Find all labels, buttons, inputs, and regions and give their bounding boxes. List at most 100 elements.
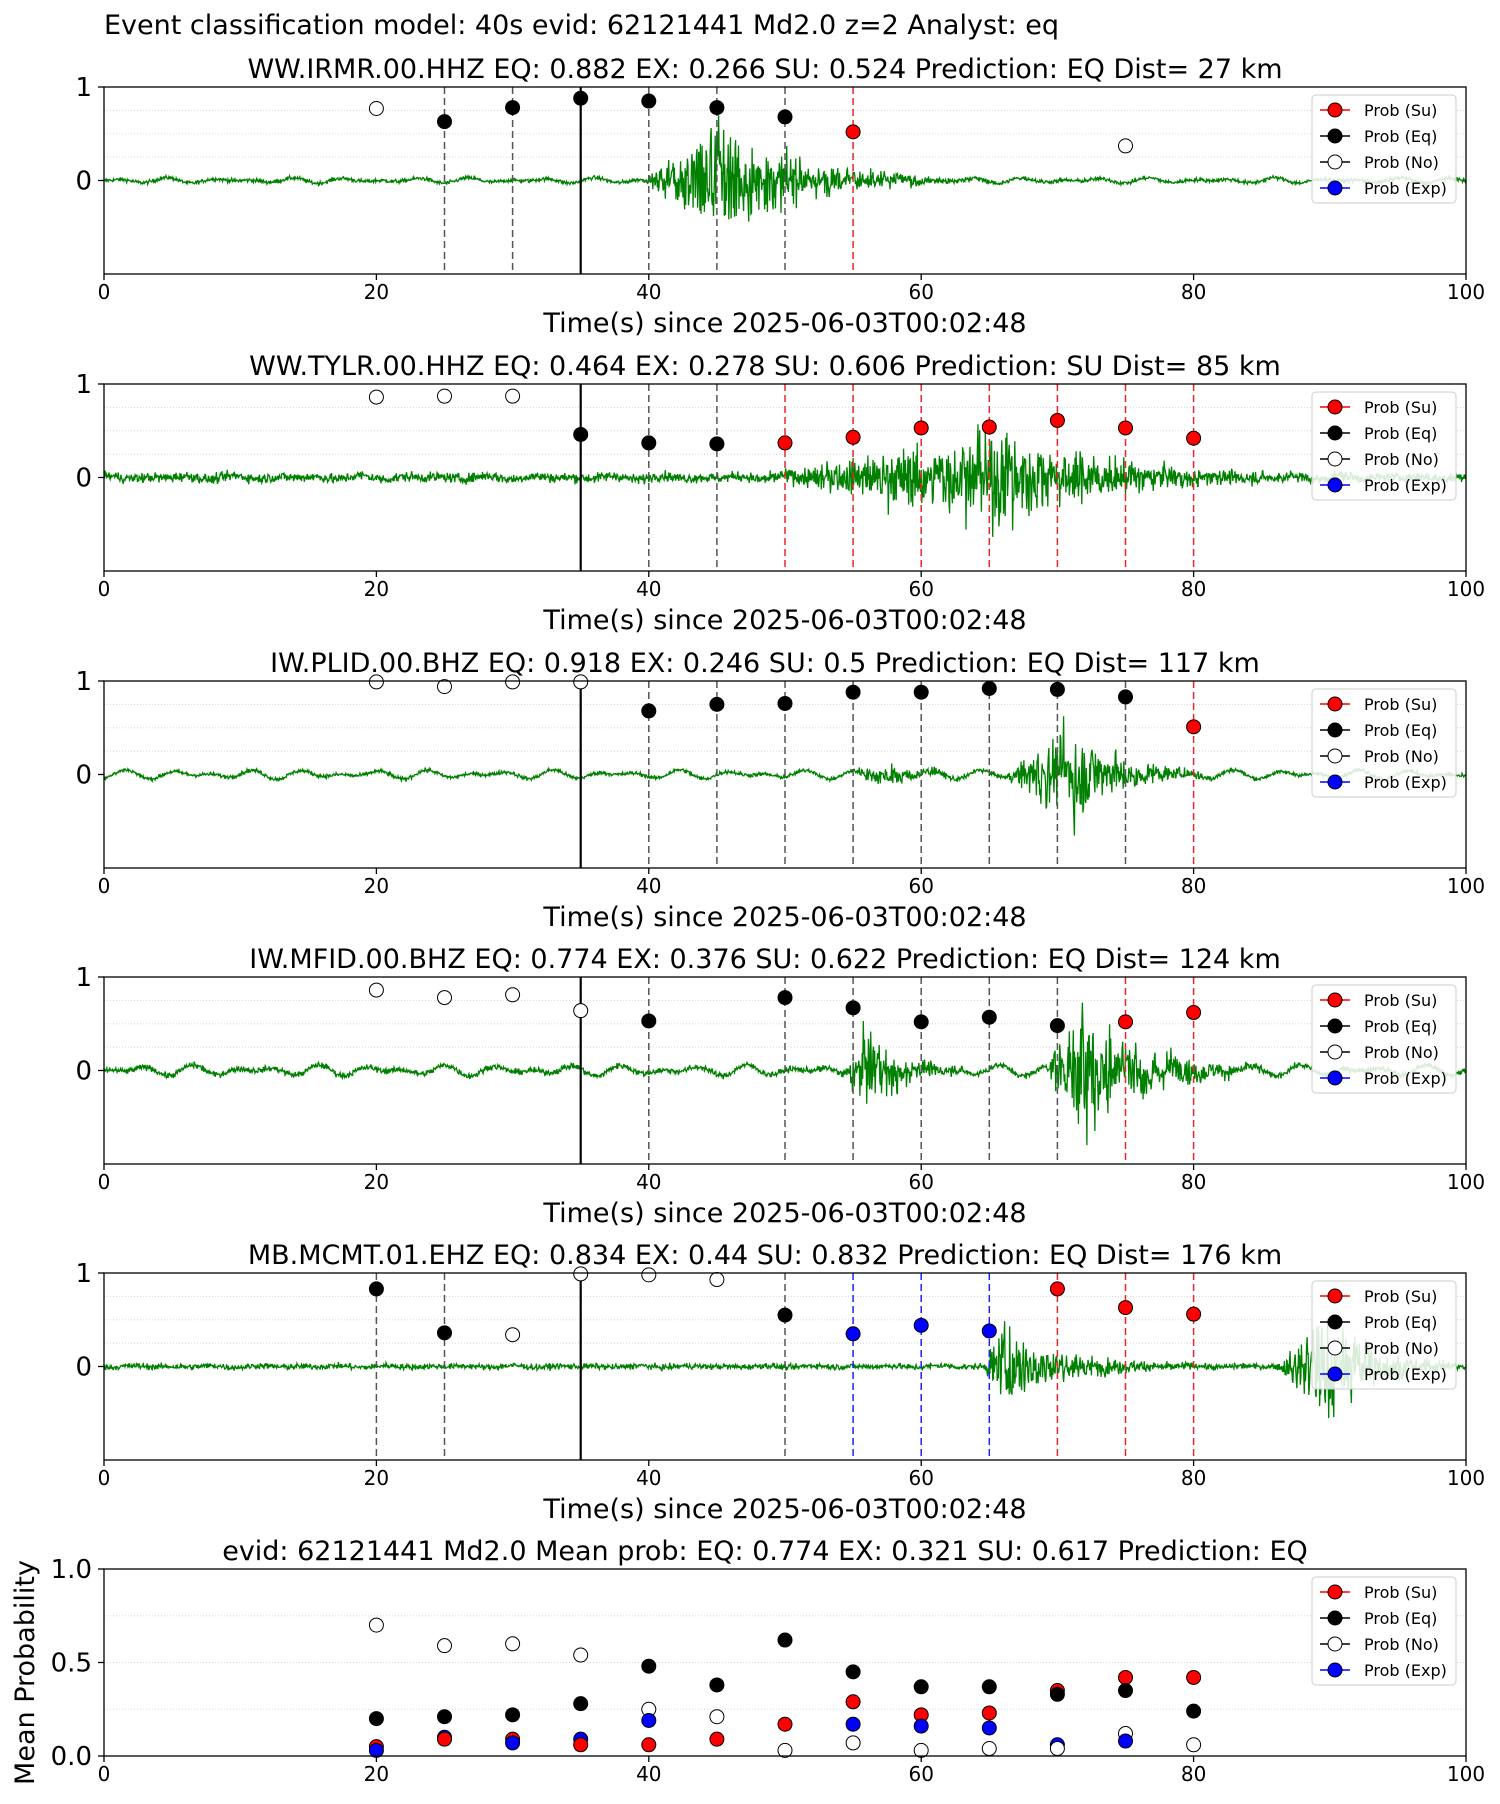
x-tick-label: 80	[1181, 1466, 1206, 1490]
prob-point-eq	[913, 1014, 929, 1030]
mean-point-su	[845, 1694, 861, 1710]
y-tick-label: 0	[75, 464, 92, 494]
prob-point-su	[981, 419, 997, 435]
mean-point-eq	[437, 1709, 452, 1725]
legend-label-eq: Prob (Eq)	[1364, 424, 1437, 443]
legend-marker-exp	[1327, 1070, 1343, 1086]
prob-point-eq	[709, 100, 725, 116]
x-tick-label: 60	[908, 1762, 933, 1786]
legend-label-no: Prob (No)	[1364, 1043, 1439, 1062]
prob-point-eq	[573, 426, 589, 442]
prob-point-eq	[845, 684, 861, 700]
mean-point-su	[437, 1731, 452, 1747]
legend-box	[1311, 391, 1457, 501]
legend-box	[1311, 1576, 1457, 1686]
prob-point-eq	[641, 1013, 657, 1029]
legend-label-exp: Prob (Exp)	[1364, 179, 1447, 198]
prob-point-su	[1118, 1300, 1133, 1316]
panel-title: evid: 62121441 Md2.0 Mean prob: EQ: 0.77…	[222, 1536, 1308, 1567]
x-axis-label: Time(s) since 2025-06-03T00:02:48	[542, 1198, 1026, 1229]
legend-marker-exp	[1327, 180, 1343, 196]
mean-point-no	[845, 1735, 861, 1751]
x-tick-label: 100	[1447, 874, 1485, 898]
x-tick-label: 80	[1181, 1170, 1206, 1194]
legend-marker-su	[1327, 696, 1343, 712]
x-tick-label: 40	[636, 1762, 661, 1786]
prob-point-no	[368, 389, 384, 405]
x-tick-label: 40	[636, 577, 661, 601]
prob-point-eq	[709, 436, 725, 452]
legend-box	[1311, 1280, 1457, 1390]
prob-point-su	[1186, 1005, 1202, 1021]
x-tick-label: 40	[636, 874, 661, 898]
legend-marker-exp	[1327, 477, 1343, 493]
legend-label-eq: Prob (Eq)	[1364, 1609, 1437, 1628]
x-tick-label: 80	[1181, 577, 1206, 601]
mean-panel: evid: 62121441 Md2.0 Mean prob: EQ: 0.77…	[10, 1536, 1485, 1786]
waveform	[104, 716, 1466, 836]
y-tick-label: 1	[75, 667, 92, 697]
prob-point-su	[1186, 719, 1202, 735]
x-tick-label: 60	[908, 577, 933, 601]
x-tick-label: 20	[364, 1170, 389, 1194]
prob-point-no	[505, 674, 521, 690]
y-tick-label: 1.0	[51, 1555, 92, 1585]
x-axis-label: Time(s) since 2025-06-03T00:02:48	[542, 1494, 1026, 1525]
prob-point-eq	[981, 680, 997, 696]
mean-point-no	[913, 1742, 929, 1758]
legend-label-no: Prob (No)	[1364, 1339, 1439, 1358]
legend-marker-no	[1327, 451, 1343, 467]
legend-label-su: Prob (Su)	[1364, 101, 1437, 120]
mean-point-no	[505, 1636, 521, 1652]
legend-label-exp: Prob (Exp)	[1364, 773, 1447, 792]
y-tick-label: 1	[75, 1259, 92, 1289]
x-axis-label: Time(s) since 2025-06-03T00:02:48	[542, 605, 1026, 636]
mean-point-eq	[573, 1696, 589, 1712]
mean-point-exp	[505, 1735, 521, 1751]
mean-point-no	[1049, 1741, 1065, 1757]
mean-point-exp	[845, 1716, 861, 1732]
prob-point-eq	[777, 695, 793, 711]
x-tick-label: 0	[98, 1466, 111, 1490]
legend-marker-no	[1327, 154, 1343, 170]
legend-label-eq: Prob (Eq)	[1364, 1017, 1437, 1036]
x-tick-label: 60	[908, 1466, 933, 1490]
y-tick-label: 1	[75, 73, 92, 103]
mean-point-eq	[1186, 1703, 1202, 1719]
station-panel-3: IW.PLID.00.BHZ EQ: 0.918 EX: 0.246 SU: 0…	[75, 648, 1485, 933]
panel-title: IW.MFID.00.BHZ EQ: 0.774 EX: 0.376 SU: 0…	[249, 944, 1281, 975]
y-tick-label: 0	[75, 167, 92, 197]
legend-label-exp: Prob (Exp)	[1364, 1661, 1447, 1680]
legend-label-su: Prob (Su)	[1364, 1583, 1437, 1602]
x-tick-label: 100	[1447, 280, 1485, 304]
prob-point-no	[437, 990, 452, 1006]
mean-point-exp	[641, 1712, 657, 1728]
y-tick-label: 1	[75, 370, 92, 400]
figure-title: Event classification model: 40s evid: 62…	[104, 10, 1060, 41]
prob-point-no	[573, 1003, 589, 1019]
x-tick-label: 80	[1181, 874, 1206, 898]
station-panel-1: WW.IRMR.00.HHZ EQ: 0.882 EX: 0.266 SU: 0…	[75, 54, 1485, 339]
mean-point-su	[1186, 1669, 1202, 1685]
x-tick-label: 20	[364, 1762, 389, 1786]
mean-point-exp	[368, 1742, 384, 1758]
prob-point-su	[1049, 412, 1065, 428]
mean-point-eq	[709, 1677, 725, 1693]
x-tick-label: 60	[908, 1170, 933, 1194]
y-tick-label: 0	[75, 761, 92, 791]
legend-label-su: Prob (Su)	[1364, 398, 1437, 417]
mean-point-eq	[777, 1632, 793, 1648]
legend-box	[1311, 984, 1457, 1094]
prob-point-no	[437, 388, 452, 404]
mean-point-no	[368, 1617, 384, 1633]
prob-point-no	[505, 388, 521, 404]
legend-box	[1311, 94, 1457, 204]
prob-point-eq	[1049, 1018, 1065, 1034]
prob-point-eq	[845, 1000, 861, 1016]
prob-point-exp	[981, 1323, 997, 1339]
legend-box	[1311, 688, 1457, 798]
legend-label-no: Prob (No)	[1364, 153, 1439, 172]
legend-marker-su	[1327, 102, 1343, 118]
